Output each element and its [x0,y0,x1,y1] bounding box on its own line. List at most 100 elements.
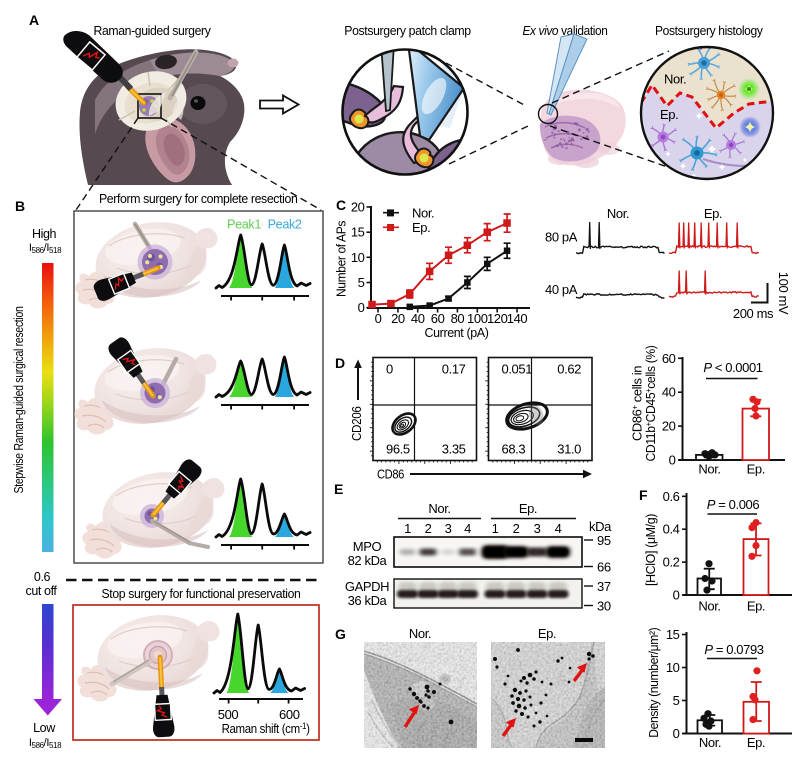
svg-text:I586/I518: I586/I518 [29,737,62,750]
svg-text:GAPDH: GAPDH [345,579,389,594]
svg-text:0.2: 0.2 [663,555,680,570]
svg-text:Nor.: Nor. [698,599,720,614]
svg-text:Nor.: Nor. [698,462,720,477]
svg-text:G: G [335,626,346,642]
svg-text:Nor.: Nor. [428,501,450,516]
svg-text:36 kDa: 36 kDa [348,593,388,608]
svg-text:A: A [29,12,39,28]
svg-text:Nor.: Nor. [412,205,434,220]
svg-text:0.4: 0.4 [663,522,680,537]
svg-text:4: 4 [464,521,471,536]
svg-text:1: 1 [492,521,499,536]
svg-text:Nor.: Nor. [409,626,431,641]
svg-text:0.17: 0.17 [442,362,466,377]
svg-text:0: 0 [669,453,676,468]
svg-text:80: 80 [451,311,465,326]
svg-text:140: 140 [507,311,528,326]
svg-text:10: 10 [351,250,365,265]
svg-text:Density (number/μm²): Density (number/μm²) [646,628,661,738]
svg-text:0.6: 0.6 [663,489,680,504]
svg-text:Ep.: Ep. [519,501,537,516]
svg-text:3: 3 [445,521,452,536]
svg-text:cut off: cut off [25,584,57,598]
svg-text:0: 0 [375,311,382,326]
svg-text:I586/I518: I586/I518 [29,242,62,255]
svg-text:37: 37 [597,579,611,594]
svg-text:[HClO] (μM/g): [HClO] (μM/g) [643,514,658,586]
svg-text:Ep.: Ep. [747,462,765,477]
svg-text:40: 40 [411,311,425,326]
svg-text:96.5: 96.5 [386,442,410,457]
svg-text:15: 15 [666,627,680,642]
svg-text:0: 0 [673,588,680,603]
svg-text:Ep.: Ep. [538,626,556,641]
svg-text:40: 40 [662,385,676,400]
svg-text:95: 95 [597,533,611,548]
svg-text:30: 30 [597,599,611,614]
svg-text:Raman-guided surgery: Raman-guided surgery [94,23,212,38]
svg-text:kDa: kDa [589,519,612,534]
svg-text:200 ms: 200 ms [733,306,774,321]
svg-text:Ep.: Ep. [412,220,430,235]
svg-text:20: 20 [391,311,405,326]
svg-text:0.62: 0.62 [557,362,581,377]
svg-text:20: 20 [662,419,676,434]
svg-text:Postsurgery patch clamp: Postsurgery patch clamp [344,23,471,38]
svg-text:2: 2 [425,521,432,536]
svg-text:B: B [15,198,25,214]
svg-text:100 mV: 100 mV [776,272,791,315]
svg-text:3.35: 3.35 [442,442,466,457]
svg-text:0.051: 0.051 [502,362,533,377]
svg-text:F: F [639,487,648,503]
svg-text:Nor.: Nor. [607,206,629,221]
svg-text:60: 60 [431,311,445,326]
svg-text:Current (pA): Current (pA) [425,325,489,340]
svg-text:C: C [336,197,346,213]
svg-text:Ex vivo validation: Ex vivo validation [523,23,608,38]
svg-text:0.6: 0.6 [34,570,51,584]
svg-text:P < 0.0001: P < 0.0001 [703,360,762,375]
svg-text:Stop surgery for functional pr: Stop surgery for functional preservation [102,586,301,601]
svg-text:CD11b+CD45+cells (%): CD11b+CD45+cells (%) [643,345,658,461]
svg-text:Raman shift (cm-1): Raman shift (cm-1) [222,721,310,736]
svg-text:3: 3 [534,521,541,536]
svg-text:Peak1: Peak1 [227,217,261,232]
svg-text:0: 0 [386,362,393,377]
svg-text:Ep.: Ep. [704,206,722,221]
svg-text:5: 5 [358,275,365,290]
svg-text:Nor.: Nor. [699,735,721,750]
svg-text:68.3: 68.3 [502,442,526,457]
svg-text:MPO: MPO [353,539,382,554]
svg-text:E: E [334,481,343,497]
svg-text:15: 15 [351,225,365,240]
svg-text:Nor.: Nor. [664,72,686,87]
svg-text:82 kDa: 82 kDa [348,553,388,568]
svg-text:P = 0.006: P = 0.006 [707,497,760,512]
svg-text:Number of APs: Number of APs [334,220,349,297]
svg-text:66: 66 [597,560,611,575]
svg-text:10: 10 [666,660,680,675]
svg-text:High: High [32,227,57,241]
svg-text:1: 1 [404,521,411,536]
svg-text:40 pA: 40 pA [545,282,578,297]
svg-text:31.0: 31.0 [557,442,581,457]
svg-text:CD206: CD206 [349,406,364,441]
svg-text:Low: Low [33,721,56,735]
svg-text:0: 0 [358,300,365,315]
svg-text:500: 500 [218,707,239,722]
svg-text:0: 0 [673,726,680,741]
svg-text:Ep.: Ep. [747,735,765,750]
svg-text:D: D [335,355,345,371]
svg-text:Peak2: Peak2 [268,217,302,232]
svg-text:Stepwise Raman-guided surgical: Stepwise Raman-guided surgical resection [12,306,26,493]
svg-text:600: 600 [279,707,300,722]
svg-text:100: 100 [467,311,488,326]
svg-text:120: 120 [487,311,508,326]
svg-text:2: 2 [513,521,520,536]
svg-text:4: 4 [555,521,562,536]
svg-text:80 pA: 80 pA [545,230,578,245]
svg-text:P = 0.0793: P = 0.0793 [704,642,763,657]
svg-text:20: 20 [351,200,365,215]
svg-text:CD86: CD86 [377,467,404,482]
svg-text:Postsurgery histology: Postsurgery histology [655,23,763,38]
